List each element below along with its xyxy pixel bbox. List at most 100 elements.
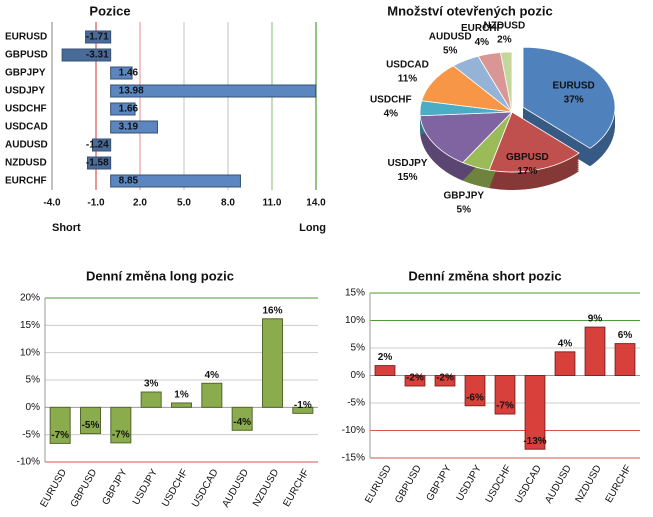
value-label: 8.85 <box>119 176 139 187</box>
bar <box>201 382 223 408</box>
slice-label: USDJPY <box>387 158 427 169</box>
x-tick-label: 14.0 <box>306 198 326 209</box>
x-tick-label: EURUSD <box>363 463 394 505</box>
x-tick-label: 11.0 <box>263 198 282 209</box>
y-tick-label: GBPJPY <box>5 68 46 79</box>
x-tick-label: GBPJPY <box>100 467 129 507</box>
y-tick-label: USDCAD <box>5 122 48 133</box>
y-tick-label: EURCHF <box>5 176 47 187</box>
x-tick-label: 5.0 <box>177 198 191 209</box>
slice-value-label: 17% <box>517 166 537 177</box>
y-tick-label: GBPUSD <box>5 50 48 61</box>
bar <box>261 318 284 408</box>
annotation: Short <box>52 222 81 234</box>
slice-label: EURUSD <box>553 81 595 92</box>
slice-value-label: 5% <box>443 45 458 56</box>
slice-label: EURCHF <box>461 23 503 34</box>
y-tick-label: AUDUSD <box>5 140 48 151</box>
slice-value-label: 11% <box>398 73 418 84</box>
bar <box>464 375 486 407</box>
slice-label: GBPJPY <box>443 190 484 201</box>
pie-slice <box>522 46 616 149</box>
bar <box>434 375 456 387</box>
y-tick-label: EURUSD <box>5 32 47 43</box>
bar <box>110 102 136 116</box>
value-label: -6% <box>466 392 484 403</box>
x-tick-label: AUDUSD <box>220 467 251 509</box>
value-label: -7% <box>496 401 514 412</box>
slice-label: GBPUSD <box>506 152 549 163</box>
chart-title: Pozice <box>89 3 130 18</box>
value-label: 9% <box>588 314 603 325</box>
chart-title: Denní změna long pozic <box>86 268 234 283</box>
x-tick-label: GBPJPY <box>425 463 454 503</box>
x-tick-label: USDJPY <box>131 467 160 507</box>
x-tick-label: USDCAD <box>190 467 221 509</box>
x-tick-label: NZDUSD <box>574 463 604 505</box>
slice-value-label: 15% <box>397 172 417 183</box>
y-tick-label: 0% <box>351 370 366 381</box>
pie-slice <box>488 111 580 173</box>
x-tick-label: NZDUSD <box>251 467 281 509</box>
x-tick-label: -1.0 <box>87 198 105 209</box>
value-label: -5% <box>82 420 100 431</box>
y-tick-label: -10% <box>17 457 40 468</box>
bar <box>110 174 241 188</box>
value-label: 1.66 <box>119 104 139 115</box>
x-tick-label: 2.0 <box>133 198 147 209</box>
value-label: -13% <box>523 436 546 447</box>
x-tick-label: USDCHF <box>484 463 514 505</box>
bar <box>292 406 314 414</box>
bar <box>140 391 162 408</box>
bar <box>79 406 102 435</box>
bar <box>404 375 426 387</box>
slice-label: AUDUSD <box>429 31 472 42</box>
x-tick-label: USDCHF <box>160 467 190 509</box>
y-tick-label: 15% <box>20 320 40 331</box>
value-label: 1.46 <box>119 68 139 79</box>
y-tick-label: 0% <box>26 402 41 413</box>
slice-label: NZDUSD <box>484 21 526 32</box>
y-tick-label: 5% <box>351 343 366 354</box>
bar <box>554 351 576 377</box>
y-tick-label: -5% <box>347 398 365 409</box>
bar <box>584 326 606 377</box>
value-label: 4% <box>205 370 220 381</box>
value-label: -7% <box>112 430 130 441</box>
bar <box>374 365 396 377</box>
slice-value-label: 4% <box>475 37 490 48</box>
slice-value-label: 5% <box>457 204 472 215</box>
x-tick-label: 8.0 <box>221 198 235 209</box>
y-tick-label: 10% <box>20 347 40 358</box>
annotation: Long <box>299 222 326 234</box>
value-label: 3% <box>144 379 159 390</box>
value-label: -1.24 <box>86 140 109 151</box>
bar <box>49 406 71 444</box>
value-label: -3.31 <box>86 50 109 61</box>
y-tick-label: 5% <box>26 375 41 386</box>
bar <box>110 120 158 134</box>
slice-label: USDCHF <box>370 95 412 106</box>
x-tick-label: USDCAD <box>513 463 544 505</box>
bar <box>614 343 636 377</box>
bar <box>61 48 112 62</box>
slice-value-label: 4% <box>384 109 399 120</box>
value-label: -4% <box>233 417 251 428</box>
y-tick-label: USDJPY <box>5 86 45 97</box>
value-label: -7% <box>51 430 69 441</box>
bar <box>494 375 516 415</box>
bar <box>85 30 112 44</box>
slice-label: USDCAD <box>386 59 429 70</box>
value-label: -2% <box>436 373 454 384</box>
x-tick-label: GBPUSD <box>393 463 424 505</box>
pie-slice <box>499 51 513 113</box>
bar <box>110 84 317 98</box>
bar <box>91 138 112 152</box>
slice-value-label: 2% <box>497 35 512 46</box>
y-tick-label: -5% <box>22 429 40 440</box>
value-label: 13.98 <box>119 86 144 97</box>
x-tick-label: GBPUSD <box>69 467 100 509</box>
x-tick-label: EURCHF <box>281 467 311 509</box>
value-label: -1.71 <box>86 32 109 43</box>
